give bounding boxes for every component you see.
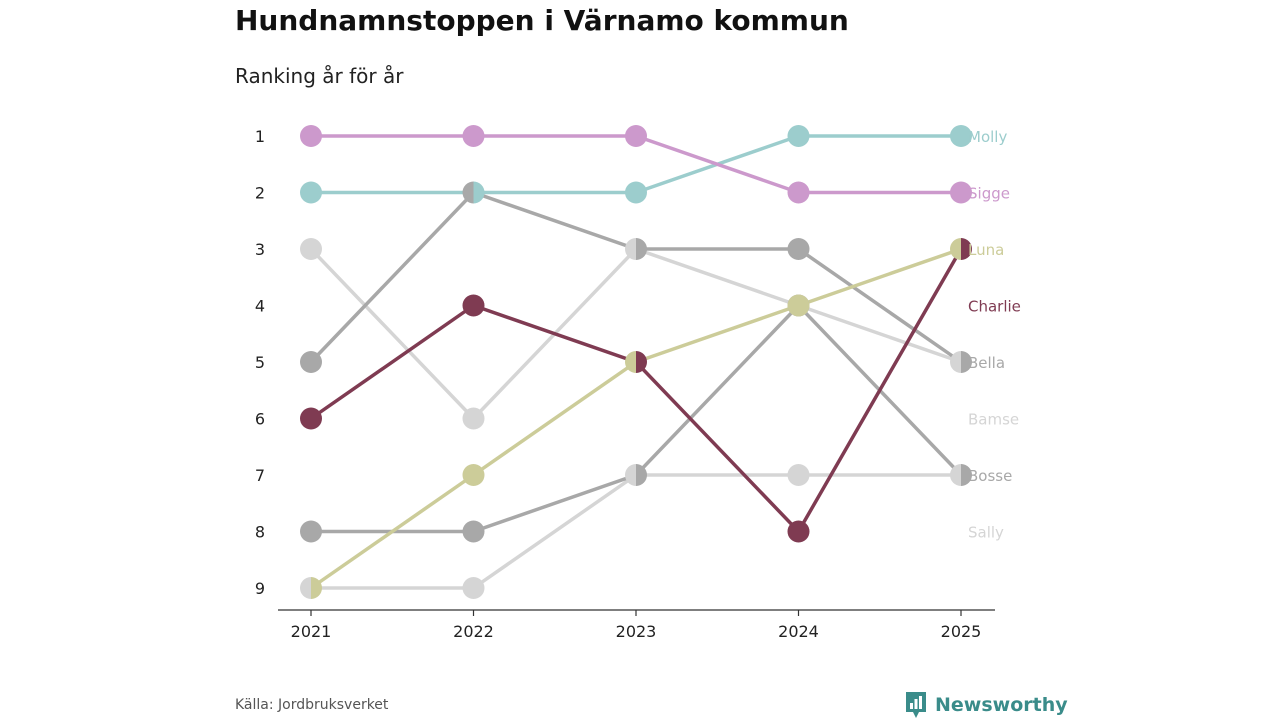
y-tick-label: 1 <box>255 127 265 146</box>
series-label-sally: Sally <box>968 524 1004 542</box>
data-point-bamse <box>787 464 810 486</box>
series-labels: Sally Bamse Bosse Bella Luna Charlie Molly Sigg… <box>968 128 1021 542</box>
series-label-luna: Luna <box>968 241 1004 259</box>
x-tick-label: 2023 <box>616 622 657 641</box>
data-point-molly <box>473 181 485 204</box>
series-line-bella <box>309 190 963 364</box>
data-point-molly <box>787 125 810 147</box>
series-label-bosse: Bosse <box>968 467 1012 485</box>
data-point-sigge <box>300 125 322 147</box>
data-point-bosse <box>636 464 647 486</box>
data-point-bamse <box>950 464 961 486</box>
y-tick-label: 4 <box>255 297 265 316</box>
data-point-molly <box>950 125 972 147</box>
data-point-sally <box>300 238 322 260</box>
y-tick-label: 3 <box>255 240 265 259</box>
data-point-sally <box>462 407 485 430</box>
y-tick-label: 9 <box>255 579 265 598</box>
data-point-charlie <box>636 351 647 373</box>
data-point-luna <box>625 351 636 373</box>
brand-name: Newsworthy <box>935 694 1068 716</box>
series-label-sigge: Sigge <box>968 185 1010 203</box>
y-tick-label: 8 <box>255 523 265 542</box>
data-point-sigge <box>462 125 485 147</box>
data-point-luna <box>950 238 961 260</box>
source-note: Källa: Jordbruksverket <box>235 697 389 713</box>
series-label-bella: Bella <box>968 354 1005 372</box>
data-point-luna <box>311 577 322 599</box>
data-point-charlie <box>787 520 810 543</box>
series-line-sally <box>309 247 963 421</box>
data-point-bella <box>462 181 474 204</box>
data-point-luna <box>787 294 810 317</box>
x-tick-label: 2021 <box>291 622 332 641</box>
data-point-bosse <box>961 464 972 486</box>
bar-chart-icon <box>906 692 926 718</box>
data-point-molly <box>300 181 322 204</box>
data-point-charlie <box>462 294 485 317</box>
data-point-sally <box>625 238 636 260</box>
x-tick-label: 2025 <box>941 622 982 641</box>
data-point-sally <box>950 351 961 373</box>
series-label-bamse: Bamse <box>968 411 1019 429</box>
brand-logo: Newsworthy <box>904 690 1068 720</box>
chart-axes: 2021 2022 2023 2024 2025 1 2 3 4 5 6 7 8 9 <box>255 127 995 641</box>
x-tick-label: 2024 <box>778 622 819 641</box>
data-point-bella <box>300 351 322 373</box>
data-point-sigge <box>625 125 647 147</box>
series-line-charlie <box>309 247 963 534</box>
y-tick-label: 6 <box>255 410 265 429</box>
data-point-bamse <box>300 577 311 599</box>
data-point-charlie <box>961 238 972 260</box>
data-point-bamse <box>625 464 636 486</box>
chart-subtitle: Ranking år för år <box>235 64 404 88</box>
data-point-charlie <box>300 407 322 430</box>
x-tick-label: 2022 <box>453 622 494 641</box>
data-point-bella <box>961 351 972 373</box>
y-tick-label: 5 <box>255 353 265 372</box>
series-label-charlie: Charlie <box>968 298 1021 316</box>
chart-points <box>300 125 972 599</box>
data-point-sigge <box>950 181 972 204</box>
series-label-molly: Molly <box>968 128 1007 146</box>
data-point-bosse <box>300 520 322 543</box>
data-point-bella <box>787 238 810 260</box>
data-point-bamse <box>462 577 485 599</box>
data-point-bosse <box>462 520 485 543</box>
chart-title: Hundnamnstoppen i Värnamo kommun <box>235 4 849 37</box>
y-tick-label: 7 <box>255 466 265 485</box>
y-tick-label: 2 <box>255 184 265 203</box>
data-point-sigge <box>787 181 810 204</box>
data-point-luna <box>462 464 485 486</box>
data-point-bella <box>636 238 647 260</box>
data-point-molly <box>625 181 647 204</box>
